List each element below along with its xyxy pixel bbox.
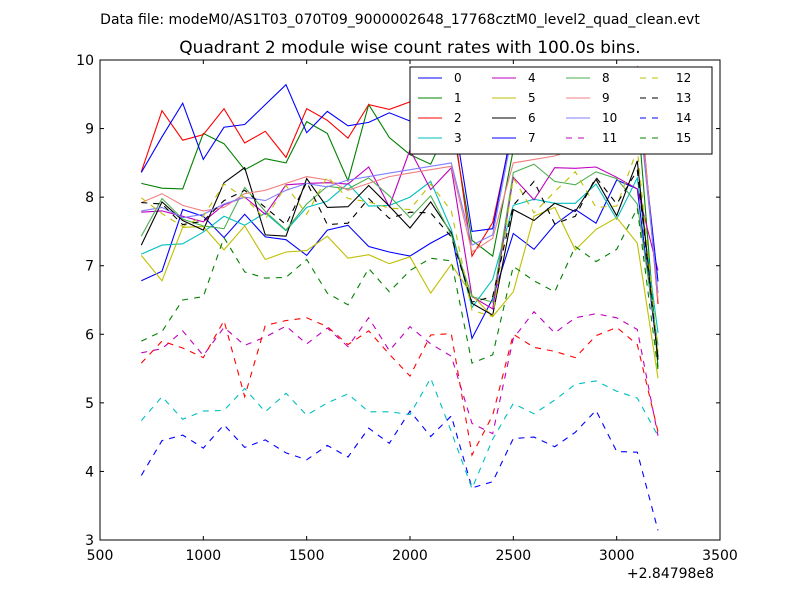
series-line-6 <box>140 160 659 360</box>
y-tick-label: 8 <box>85 190 94 206</box>
legend-label-1: 1 <box>454 91 462 105</box>
y-tick-label: 7 <box>85 259 94 275</box>
y-tick-label: 10 <box>76 53 94 69</box>
series-line-11 <box>141 310 659 436</box>
series-line-3 <box>141 176 659 333</box>
x-tick-label: 3000 <box>599 548 635 564</box>
y-tick-label: 5 <box>85 396 94 412</box>
x-tick-label: 2500 <box>496 548 532 564</box>
y-tick-label: 3 <box>85 533 94 549</box>
figure-suptitle: Data file: modeM0/AS1T03_070T09_90000026… <box>100 12 700 28</box>
series-line-0 <box>141 179 659 357</box>
series-line-unlabeled-16 <box>140 376 659 491</box>
legend-label-12: 12 <box>676 71 691 85</box>
series-line-unlabeled-17 <box>140 317 659 457</box>
series-layer <box>140 65 659 531</box>
legend-label-9: 9 <box>602 91 610 105</box>
series-line-4 <box>141 148 659 310</box>
legend-label-14: 14 <box>676 111 691 125</box>
legend-label-13: 13 <box>676 91 691 105</box>
series-line-15 <box>141 206 659 370</box>
legend-label-3: 3 <box>454 131 462 145</box>
x-tick-label: 2000 <box>392 548 428 564</box>
series-line-8 <box>140 163 659 346</box>
legend-label-2: 2 <box>454 111 462 125</box>
x-offset-label: +2.84798e8 <box>627 566 714 582</box>
x-tick-label: 1500 <box>289 548 325 564</box>
legend-label-11: 11 <box>602 131 617 145</box>
legend-label-0: 0 <box>454 71 462 85</box>
legend-label-15: 15 <box>676 131 691 145</box>
y-tick-label: 6 <box>85 327 94 343</box>
x-tick-label: 1000 <box>186 548 222 564</box>
legend-frame <box>409 66 713 155</box>
legend-label-8: 8 <box>602 71 610 85</box>
legend-label-10: 10 <box>602 111 617 125</box>
x-tick-label: 3500 <box>702 548 738 564</box>
legend-label-7: 7 <box>528 131 536 145</box>
legend-label-4: 4 <box>528 71 536 85</box>
chart-title: Quadrant 2 module wise count rates with … <box>179 38 640 58</box>
legend-label-6: 6 <box>528 111 536 125</box>
y-tick-label: 9 <box>85 122 94 138</box>
series-line-5 <box>140 206 659 379</box>
series-line-14 <box>140 409 659 531</box>
y-tick-label: 4 <box>85 464 94 480</box>
legend-label-5: 5 <box>528 91 536 105</box>
series-line-13 <box>141 168 659 359</box>
x-tick-label: 500 <box>87 548 114 564</box>
